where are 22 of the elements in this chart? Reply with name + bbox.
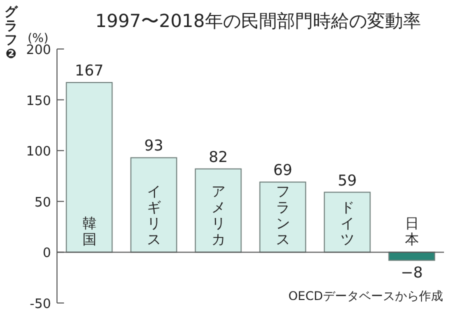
y-axis-title: (%) [28,31,48,45]
x-tick-label: アメリカ [211,184,226,248]
y-tick-label: 0 [42,246,51,262]
data-label: 93 [144,136,164,155]
text: グラフ❷ [4,5,18,62]
annotation: OECDデータベースから作成 [288,289,443,303]
y-tick-label: 200 [26,43,51,58]
data-label: 167 [74,62,104,80]
x-tick-label: 韓国 [82,216,96,248]
y-tick-label: 100 [26,144,51,160]
x-tick-label: イギリス [146,184,161,248]
data-label: 59 [338,171,357,190]
y-tick-label: 150 [26,94,51,109]
y-tick-label: -50 [30,297,51,312]
data-label: −8 [400,263,423,282]
x-tick-label: ドイツ [340,200,354,248]
data-label: 69 [273,161,292,180]
data-label: 82 [208,148,228,166]
y-tick-label: 50 [34,195,51,210]
x-tick-label: 日本 [404,216,419,248]
x-tick-label: フランス [276,184,290,248]
title: 1997〜2018年の民間部門時給の変動率 [95,11,421,32]
